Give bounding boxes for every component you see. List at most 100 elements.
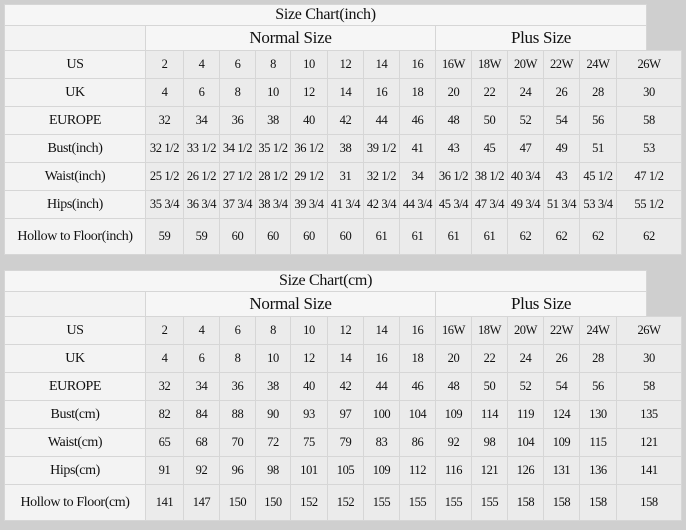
table-cell: 126 <box>507 456 544 485</box>
table-cell: 105 <box>327 456 364 485</box>
table-cell: 43 <box>543 162 580 191</box>
table-cell: 39 3/4 <box>290 190 328 219</box>
table-cell: 26 <box>543 344 580 373</box>
table-cell: 100 <box>363 400 400 429</box>
table-cell: 25 1/2 <box>145 162 184 191</box>
table-cell: 61 <box>435 218 472 255</box>
table-cell: 47 1/2 <box>616 162 682 191</box>
row-label: Hollow to Floor(inch) <box>4 218 146 255</box>
table-cell: 152 <box>290 484 328 521</box>
table-cell: 44 3/4 <box>399 190 436 219</box>
table-cell: 54 <box>543 372 580 401</box>
table-cell: 158 <box>507 484 544 521</box>
table-cell: 48 <box>435 106 472 135</box>
table-cell: 28 1/2 <box>255 162 291 191</box>
table-cell: 29 1/2 <box>290 162 328 191</box>
table-cell: 4 <box>145 344 184 373</box>
table-cell: 36 <box>219 372 256 401</box>
table-cell: 109 <box>435 400 472 429</box>
table-cell: 40 <box>290 106 328 135</box>
table-cell: 98 <box>471 428 508 457</box>
table-cell: 135 <box>616 400 682 429</box>
table-cell: 26 1/2 <box>183 162 220 191</box>
table-cell: 109 <box>363 456 400 485</box>
table-cell: 131 <box>543 456 580 485</box>
table-cell: 30 <box>616 78 682 107</box>
table-cell: 46 <box>399 372 436 401</box>
table-cell: 30 <box>616 344 682 373</box>
table-cell: 116 <box>435 456 472 485</box>
table-cell: 92 <box>435 428 472 457</box>
table-cell: 119 <box>507 400 544 429</box>
table-cell: 22W <box>543 50 580 79</box>
table-cell: 12 <box>327 316 364 345</box>
table-cell: 33 1/2 <box>183 134 220 163</box>
table-cell: 18W <box>471 316 508 345</box>
table-cell: 4 <box>145 78 184 107</box>
row-label: Waist(inch) <box>4 162 146 191</box>
table-cell: 53 3/4 <box>579 190 617 219</box>
table-cell: 2 <box>145 50 184 79</box>
table-cell: 56 <box>579 106 617 135</box>
table-cell: 24 <box>507 344 544 373</box>
table-cell: 38 <box>255 372 291 401</box>
table-cell: 32 <box>145 372 184 401</box>
table-cell: 18 <box>399 344 436 373</box>
table-cell: 158 <box>616 484 682 521</box>
table-row: Waist(inch) 25 1/2 26 1/2 27 1/2 28 1/2 29 1/… <box>4 162 682 191</box>
table-row: Waist(cm) 65 68 70 72 75 79 83 86 92 98 104 109 115 12… <box>4 428 682 457</box>
table-cell: 10 <box>255 78 291 107</box>
table-cell: 14 <box>327 78 364 107</box>
row-label: Bust(inch) <box>4 134 146 163</box>
table-cell: 16 <box>399 50 436 79</box>
table-cell: 37 3/4 <box>219 190 256 219</box>
table-cell: 86 <box>399 428 436 457</box>
table-cell: 35 1/2 <box>255 134 291 163</box>
table-cell: 22W <box>543 316 580 345</box>
table-cell: 47 3/4 <box>471 190 508 219</box>
table-cell: 58 <box>616 106 682 135</box>
table-cell: 42 <box>327 106 364 135</box>
table-cell: 12 <box>327 50 364 79</box>
table-cell: 24 <box>507 78 544 107</box>
table-cell: 62 <box>579 218 617 255</box>
table-cell: 104 <box>507 428 544 457</box>
table-cell: 130 <box>579 400 617 429</box>
table-cell: 34 <box>183 372 220 401</box>
table-cell: 75 <box>290 428 328 457</box>
table-cell: 55 1/2 <box>616 190 682 219</box>
row-label: UK <box>4 344 146 373</box>
row-label: Hollow to Floor(cm) <box>4 484 146 521</box>
table-cell: 28 <box>579 344 617 373</box>
title-row: Size Chart(inch) <box>3 4 682 26</box>
table-cell: 65 <box>145 428 184 457</box>
table-cell: 8 <box>255 316 291 345</box>
table-cell: 60 <box>255 218 291 255</box>
table-cell: 109 <box>543 428 580 457</box>
table-cell: 41 3/4 <box>327 190 364 219</box>
table-cell: 14 <box>363 316 400 345</box>
table-cell: 26W <box>616 316 682 345</box>
table-cell: 45 <box>471 134 508 163</box>
table-cell: 34 <box>183 106 220 135</box>
row-label: Bust(cm) <box>4 400 146 429</box>
table-cell: 36 1/2 <box>435 162 472 191</box>
group-normal-size: Normal Size <box>145 25 436 51</box>
table-cell: 54 <box>543 106 580 135</box>
table-cell: 16 <box>399 316 436 345</box>
table-cell: 24W <box>579 50 617 79</box>
table-cell: 59 <box>145 218 184 255</box>
table-cell: 36 <box>219 106 256 135</box>
table-cell: 22 <box>471 344 508 373</box>
table-cell: 152 <box>327 484 364 521</box>
table-row: EUROPE 32 34 36 38 40 42 44 46 48 50 52 54 56 58 <box>4 372 682 401</box>
table-cell: 12 <box>290 344 328 373</box>
table-cell: 141 <box>145 484 184 521</box>
row-label: Hips(inch) <box>4 190 146 219</box>
table-cell: 32 1/2 <box>363 162 400 191</box>
table-cell: 38 1/2 <box>471 162 508 191</box>
table-cell: 93 <box>290 400 328 429</box>
table-cell: 79 <box>327 428 364 457</box>
table-cell: 147 <box>183 484 220 521</box>
table-cell: 136 <box>579 456 617 485</box>
